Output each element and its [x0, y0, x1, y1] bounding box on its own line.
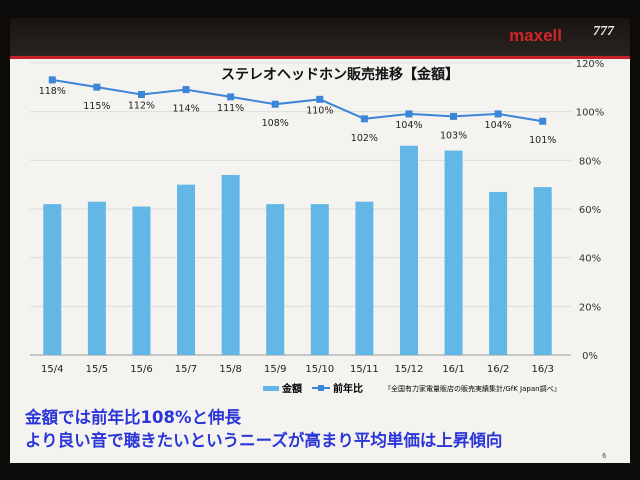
- headline: 金額では前年比108%と伸長 より良い音で聴きたいというニーズが高まり平均単価は…: [25, 406, 502, 452]
- line-data-label: 110%: [306, 105, 333, 116]
- bar: [489, 191, 508, 355]
- page-number: 6: [602, 452, 607, 460]
- line-data-label: 114%: [172, 104, 199, 115]
- x-tick-label: 16/3: [531, 364, 553, 375]
- bar: [399, 145, 418, 355]
- bar: [444, 150, 463, 355]
- right-axis-tick: 60%: [579, 205, 601, 216]
- line-marker: [137, 90, 145, 98]
- line-marker: [227, 93, 235, 101]
- x-tick-label: 15/10: [305, 364, 334, 375]
- x-tick-label: 16/2: [487, 364, 509, 375]
- line-data-label: 101%: [529, 135, 556, 146]
- line-marker: [494, 110, 502, 118]
- line-data-label: 104%: [395, 120, 422, 131]
- header-divider: [10, 56, 630, 59]
- headline-line-1: 金額では前年比108%と伸長: [25, 408, 241, 427]
- line-data-label: 118%: [39, 86, 66, 97]
- bar: [533, 187, 552, 355]
- bar: [221, 174, 240, 355]
- x-tick-label: 15/5: [86, 364, 108, 375]
- bar: [355, 201, 374, 355]
- line-data-label: 104%: [485, 120, 512, 131]
- legend-line-marker: [318, 385, 324, 391]
- bar: [87, 201, 106, 355]
- right-axis-tick: 0%: [582, 351, 598, 362]
- legend-line-label: 前年比: [333, 382, 363, 395]
- line-marker: [450, 112, 458, 120]
- x-tick-label: 15/8: [219, 364, 241, 375]
- line-marker: [316, 95, 324, 103]
- line-data-label: 111%: [217, 103, 244, 114]
- yoy-line: [52, 78, 543, 123]
- x-tick-label: 15/7: [175, 364, 197, 375]
- right-axis-tick: 120%: [576, 59, 605, 70]
- x-tick-label: 15/12: [395, 364, 424, 375]
- line-data-label: 115%: [83, 101, 110, 112]
- legend: 金額 前年比 『全国有力家電量販店の販売実績集計/GfK Japan調べ』: [263, 382, 561, 395]
- line-marker: [271, 100, 279, 108]
- x-tick-label: 16/1: [442, 364, 464, 375]
- line-marker: [360, 115, 368, 123]
- line-data-label: 112%: [128, 100, 155, 111]
- brand-logo: maxell: [509, 26, 562, 45]
- right-axis-tick: 40%: [579, 254, 601, 265]
- right-axis-tick: 100%: [576, 108, 605, 119]
- right-axis-tick: 80%: [579, 156, 601, 167]
- legend-bar-swatch: [263, 386, 279, 391]
- chart-title: ステレオヘッドホン販売推移【金額】: [221, 66, 459, 83]
- line-data-label: 103%: [440, 130, 467, 141]
- source-note: 『全国有力家電量販店の販売実績集計/GfK Japan調べ』: [384, 384, 561, 393]
- right-axis-tick: 20%: [579, 302, 601, 313]
- line-marker: [93, 83, 101, 91]
- headline-line-2: より良い音で聴きたいというニーズが高まり平均単価は上昇傾向: [25, 431, 503, 450]
- line-marker: [48, 76, 56, 84]
- legend-bar-label: 金額: [281, 382, 302, 395]
- brand-mark: 777: [593, 24, 614, 39]
- x-tick-label: 15/6: [130, 364, 152, 375]
- bar: [266, 204, 285, 355]
- bar: [177, 184, 196, 355]
- line-marker: [539, 117, 547, 125]
- line-marker: [182, 86, 190, 94]
- bar: [43, 204, 62, 355]
- line-data-label: 102%: [351, 133, 378, 144]
- x-tick-label: 15/11: [350, 364, 379, 375]
- slide-header: maxell 777: [10, 18, 630, 56]
- bar: [132, 206, 151, 355]
- x-tick-label: 15/4: [41, 364, 63, 375]
- line-marker: [405, 110, 413, 118]
- line-data-label: 108%: [262, 118, 289, 129]
- bar: [310, 204, 329, 355]
- x-tick-label: 15/9: [264, 364, 286, 375]
